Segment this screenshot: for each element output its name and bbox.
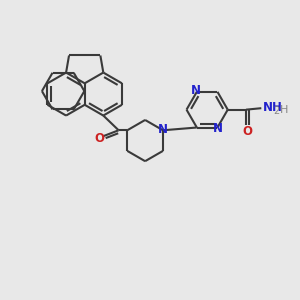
Text: NH: NH [262,100,282,113]
Text: N: N [191,84,201,98]
Text: O: O [95,132,105,145]
Text: 2: 2 [273,106,279,116]
Text: N: N [213,122,223,135]
Text: O: O [242,125,252,138]
Text: H: H [280,105,288,115]
Text: N: N [158,123,168,136]
